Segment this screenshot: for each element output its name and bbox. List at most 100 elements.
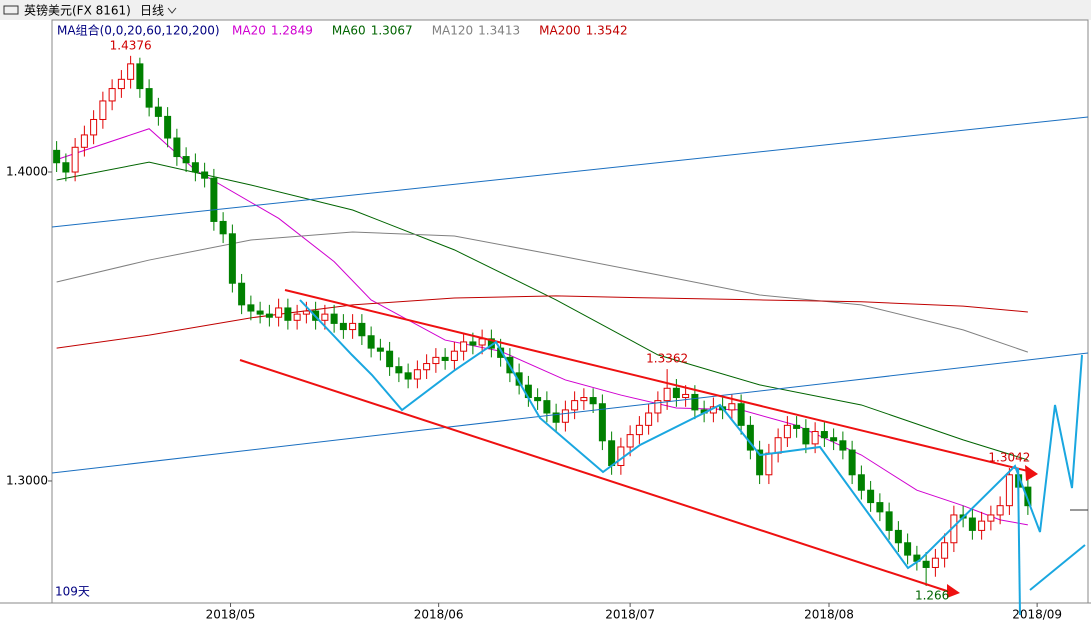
candle-body — [941, 542, 949, 559]
candle-body — [820, 431, 828, 439]
candle-body — [857, 474, 865, 491]
candle-body — [423, 363, 431, 371]
candle-body — [1005, 474, 1013, 507]
dropdown[interactable] — [167, 7, 177, 14]
toolbar — [0, 0, 1091, 20]
wave-path — [299, 299, 1083, 570]
candle-body — [672, 387, 680, 399]
candle-body — [358, 322, 366, 337]
candle-body — [201, 171, 209, 179]
channel-line — [284, 289, 1033, 473]
period[interactable]: 日线 — [140, 4, 164, 18]
candle-body — [339, 322, 347, 331]
candle-body — [302, 310, 310, 315]
legend-value: 1.3067 — [371, 24, 413, 38]
candle-body — [589, 397, 597, 405]
candle-body — [978, 520, 986, 531]
x-tick-label: 2018/06 — [414, 608, 464, 622]
candle-body — [127, 63, 135, 80]
legend-name: MA200 — [539, 24, 580, 38]
candle-body — [811, 431, 819, 445]
candle-body — [839, 440, 847, 451]
trend-line — [51, 116, 1089, 228]
x-tick-label: 2018/08 — [804, 608, 854, 622]
annotations — [51, 116, 1089, 616]
candle-body — [765, 452, 773, 476]
candle-body — [691, 393, 699, 411]
candle-body — [53, 149, 61, 164]
candle-body — [386, 350, 394, 368]
candle-body — [543, 400, 551, 414]
candle-body — [737, 403, 745, 426]
candle-body — [987, 514, 995, 522]
legend-value: 1.3413 — [478, 24, 520, 38]
candle-body — [968, 517, 976, 531]
candle-body — [663, 387, 671, 402]
ma-line — [56, 231, 1029, 353]
wave-path — [1029, 544, 1086, 591]
candle-body — [904, 542, 912, 556]
candle-body — [367, 335, 375, 349]
candle-body — [922, 560, 930, 568]
candle-body — [626, 434, 634, 448]
icon — [3, 5, 19, 15]
candle-body — [515, 372, 523, 386]
candle-body — [247, 304, 255, 312]
ma-line — [56, 128, 1028, 526]
candle-body — [802, 427, 810, 445]
channel-line — [239, 359, 951, 593]
candle-body — [80, 134, 88, 148]
candle-body — [830, 437, 838, 442]
candle-body — [894, 529, 902, 544]
candle-body — [460, 341, 468, 352]
candle-body — [774, 437, 782, 454]
price-label: 1.266 — [915, 589, 949, 603]
x-tick-label: 2018/07 — [605, 608, 655, 622]
candle-body — [238, 282, 246, 306]
symbol[interactable]: 英镑美元(FX 8161) — [24, 3, 131, 18]
price-label: 1.3362 — [646, 352, 688, 366]
y-tick-label: 1.4000 — [6, 165, 48, 179]
legend-name: MA60 — [332, 24, 366, 38]
candle-body — [293, 313, 301, 321]
candle-body — [450, 350, 458, 361]
candle-body — [321, 313, 329, 321]
candle-body — [441, 356, 449, 361]
candle-body — [867, 489, 875, 504]
candle-body — [265, 313, 273, 318]
ma-group: MA组合(0,0,20,60,120,200) — [57, 23, 220, 38]
x-tick-label: 2018/05 — [206, 608, 256, 622]
candle-body — [395, 366, 403, 374]
candle-body — [191, 162, 199, 173]
legend-name: MA20 — [232, 24, 266, 38]
candle-body — [1024, 486, 1032, 507]
candle-body — [478, 338, 486, 346]
candle-body — [432, 356, 440, 365]
trend-line — [51, 352, 1089, 474]
candle-body — [931, 557, 939, 568]
candle-body — [145, 88, 153, 108]
candle-body — [728, 403, 736, 411]
candle-body — [645, 412, 653, 426]
candle-body — [284, 307, 292, 321]
candle-body — [793, 424, 801, 429]
arrow-head — [947, 584, 960, 598]
legend-value: 1.3542 — [586, 24, 628, 38]
price-label: 1.3042 — [988, 450, 1030, 464]
candle-body — [571, 400, 579, 411]
candle-body — [469, 341, 477, 346]
candle-body — [136, 63, 144, 90]
candle-body — [117, 78, 125, 90]
wave-path — [1017, 467, 1021, 616]
candle-body — [598, 403, 606, 442]
candle-body — [164, 115, 172, 139]
candle-body — [756, 449, 764, 476]
candle-body — [330, 313, 338, 324]
legend-name: MA120 — [432, 24, 473, 38]
candle-body — [608, 440, 616, 467]
bar-count: 109天 — [55, 585, 90, 599]
candle-body — [404, 372, 412, 380]
candle-body — [182, 156, 190, 164]
price-label: 1.4376 — [110, 38, 152, 52]
